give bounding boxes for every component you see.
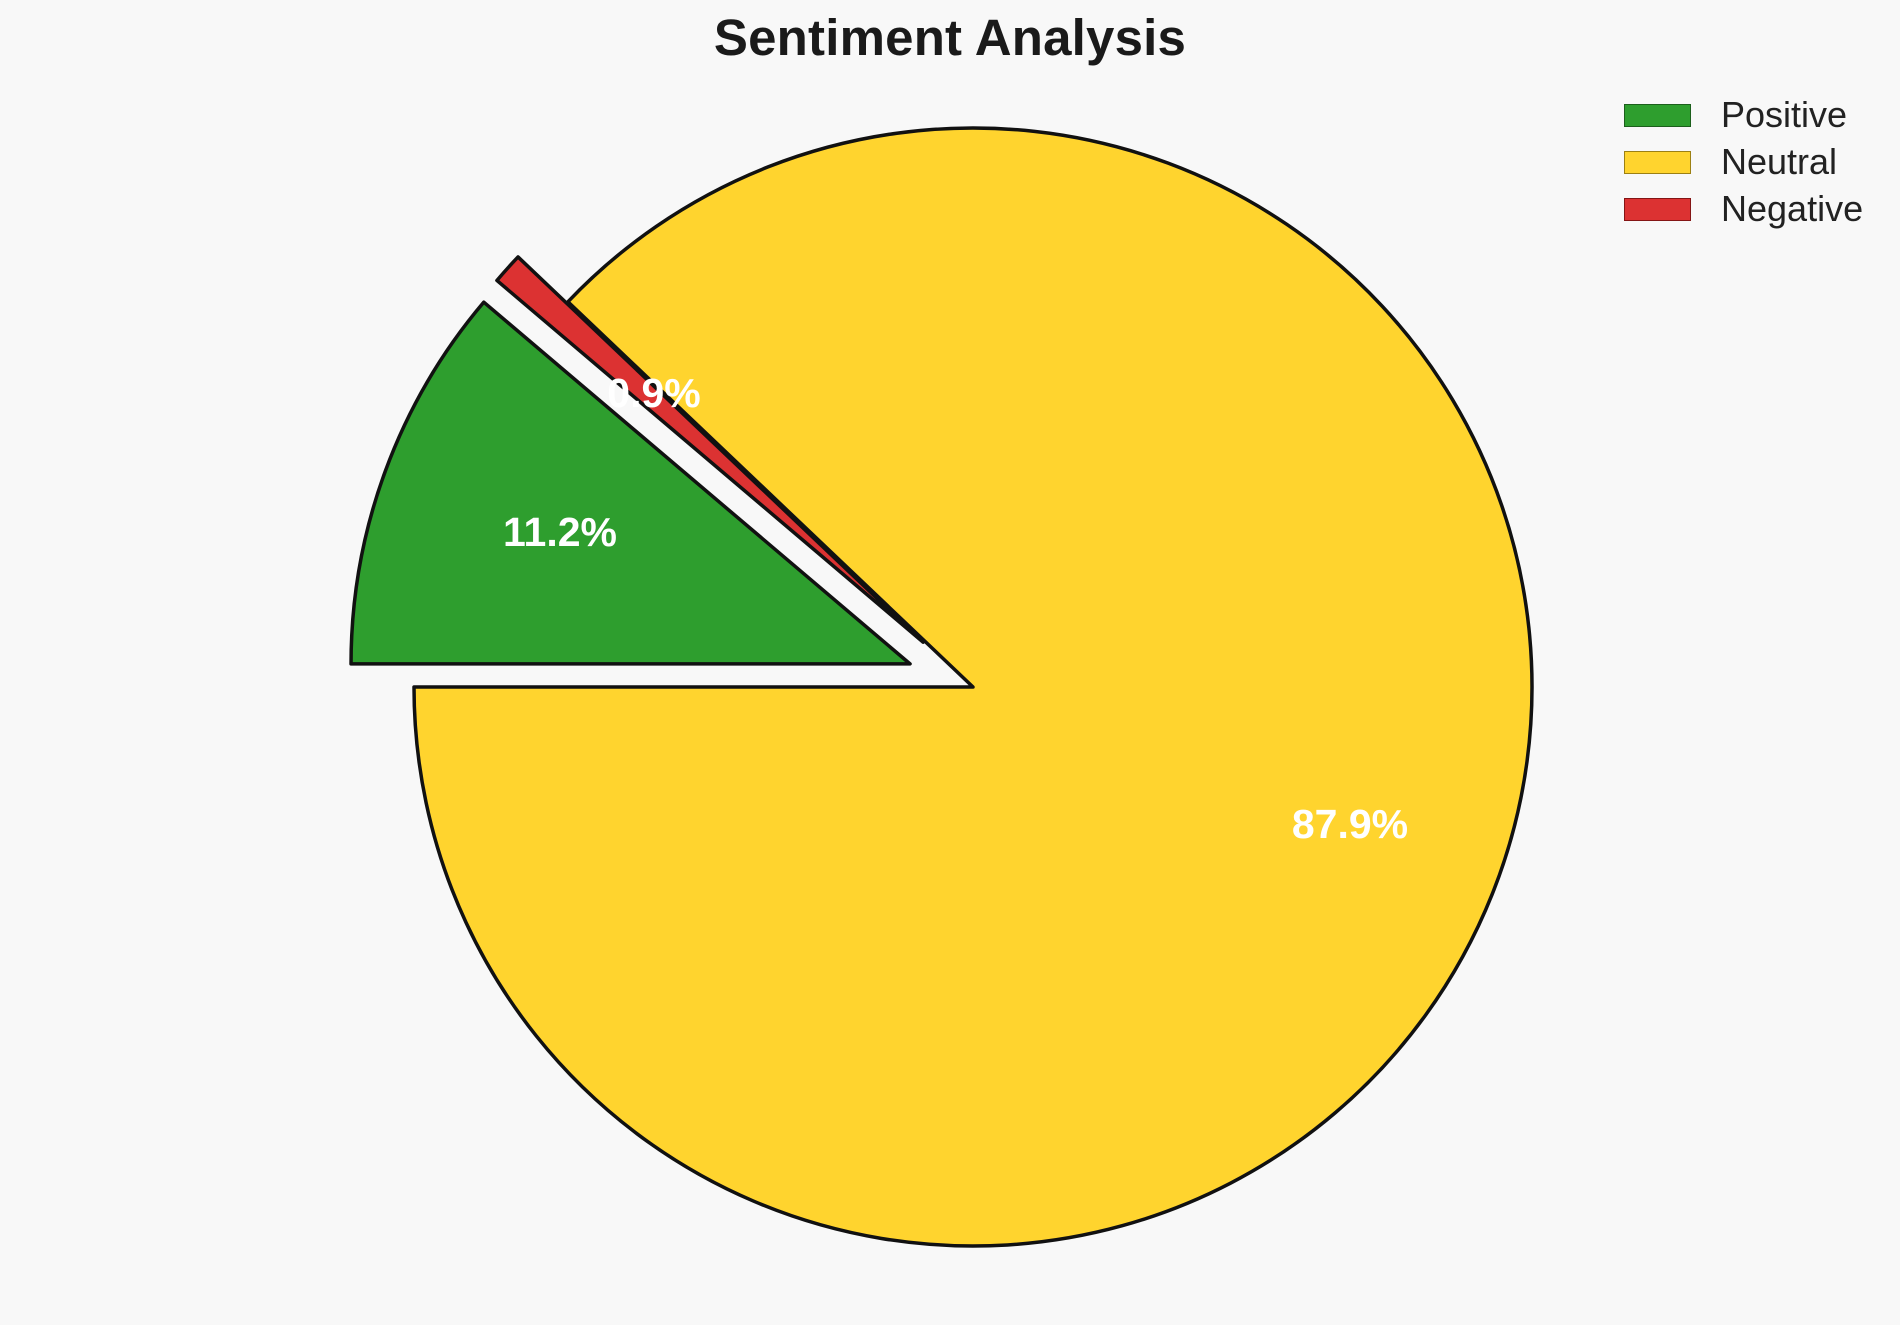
svg-text:0.9%: 0.9% bbox=[607, 370, 700, 416]
svg-text:11.2%: 11.2% bbox=[503, 509, 617, 555]
svg-text:87.9%: 87.9% bbox=[1292, 801, 1408, 847]
